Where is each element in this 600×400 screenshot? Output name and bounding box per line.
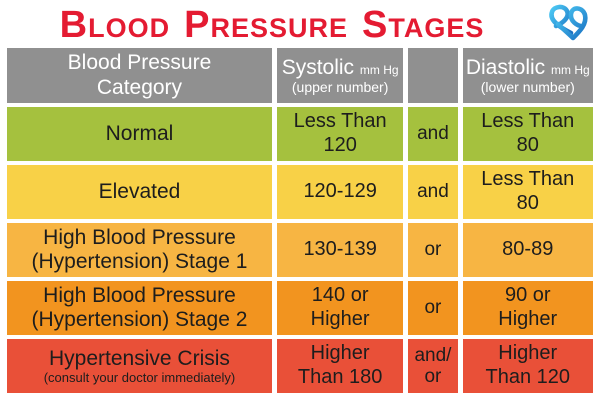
header-systolic-sub: (upper number) (291, 78, 389, 95)
header-systolic-label: Systolic (281, 55, 355, 79)
header-diastolic-sub: (lower number) (480, 78, 575, 95)
header-systolic-cell: Systolic mm Hg (upper number) (276, 48, 404, 103)
header-systolic-unit: mm Hg (359, 62, 399, 77)
row-stage1-diastolic: 80-89 (462, 223, 593, 277)
page-title: BLOOD PRESSURE STAGES (53, 6, 492, 44)
row-normal-connector: and (408, 107, 458, 161)
row-elevated-diastolic: Less Than 80 (462, 165, 593, 219)
header-category-cell: Blood Pressure Category (7, 48, 272, 103)
row-normal-systolic: Less Than 120 (276, 107, 404, 161)
row-elevated-category: Elevated (7, 165, 272, 219)
title-word: STAGES (361, 4, 485, 46)
header-category-line1: Blood Pressure (67, 51, 212, 75)
row-stage1-systolic: 130-139 (276, 223, 404, 277)
row-stage2-category: High Blood Pressure (Hypertension) Stage… (7, 281, 272, 335)
header-diastolic-label: Diastolic (465, 55, 546, 79)
title-word: PRESSURE (184, 4, 348, 46)
heart-check-logo-icon (549, 4, 588, 41)
row-crisis-connector: and/ or (408, 339, 458, 393)
title-bar: BLOOD PRESSURE STAGES (0, 0, 600, 48)
row-crisis-diastolic: Higher Than 120 (462, 339, 593, 393)
row-elevated-connector: and (408, 165, 458, 219)
header-category-line2: Category (96, 75, 183, 99)
bp-table: Blood Pressure Category Systolic mm Hg (… (7, 48, 593, 393)
header-connector-cell (408, 48, 458, 103)
row-stage2-connector: or (408, 281, 458, 335)
header-diastolic-unit: mm Hg (551, 62, 590, 77)
row-stage1-category: High Blood Pressure (Hypertension) Stage… (7, 223, 272, 277)
row-normal-diastolic: Less Than 80 (462, 107, 593, 161)
row-stage1-connector: or (408, 223, 458, 277)
row-elevated-systolic: 120-129 (276, 165, 404, 219)
row-crisis-category: Hypertensive Crisis (consult your doctor… (7, 339, 272, 393)
title-word: BLOOD (59, 4, 171, 46)
row-stage2-systolic: 140 or Higher (276, 281, 404, 335)
header-diastolic-cell: Diastolic mm Hg (lower number) (462, 48, 593, 103)
row-normal-category: Normal (7, 107, 272, 161)
row-stage2-diastolic: 90 or Higher (462, 281, 593, 335)
row-crisis-systolic: Higher Than 180 (276, 339, 404, 393)
